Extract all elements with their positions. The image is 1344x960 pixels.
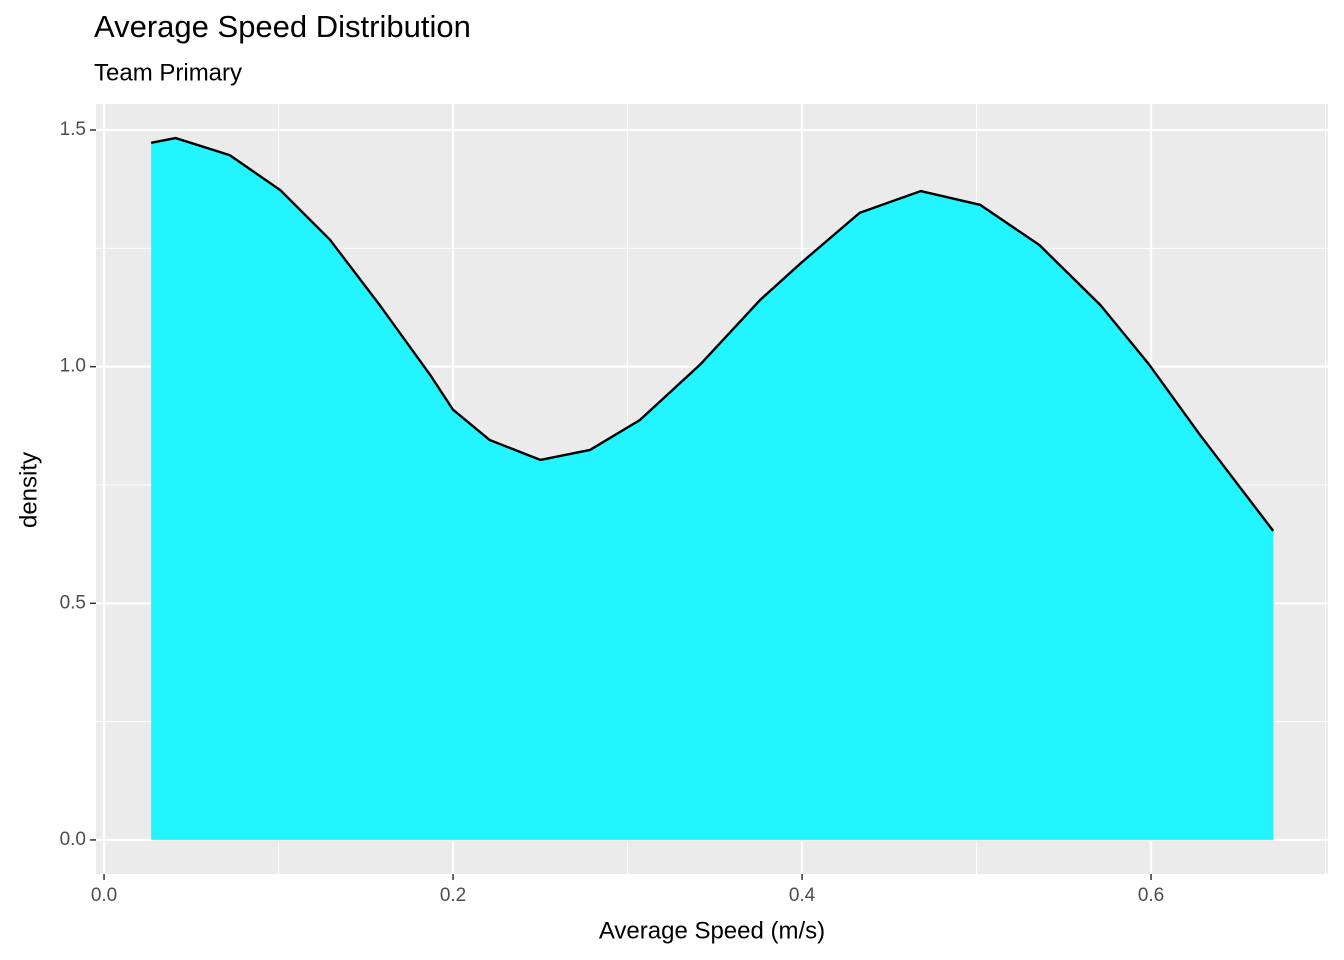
chart-subtitle: Team Primary — [94, 59, 242, 86]
density-line — [150, 136, 1275, 532]
x-tick-label: 0.2 — [440, 885, 466, 906]
y-axis-title: density — [15, 452, 42, 528]
y-tick-label: 1.5 — [60, 119, 86, 140]
y-tick-label: 0.0 — [60, 829, 86, 850]
y-tick-label: 0.5 — [60, 592, 86, 613]
x-tick-label: 0.4 — [789, 885, 816, 906]
density-area — [151, 138, 1274, 840]
y-tick-label: 1.0 — [60, 356, 86, 377]
chart-title: Average Speed Distribution — [94, 9, 471, 44]
x-axis-title: Average Speed (m/s) — [599, 917, 825, 944]
x-tick-label: 0.0 — [91, 885, 117, 906]
x-tick-label: 0.6 — [1138, 885, 1164, 906]
